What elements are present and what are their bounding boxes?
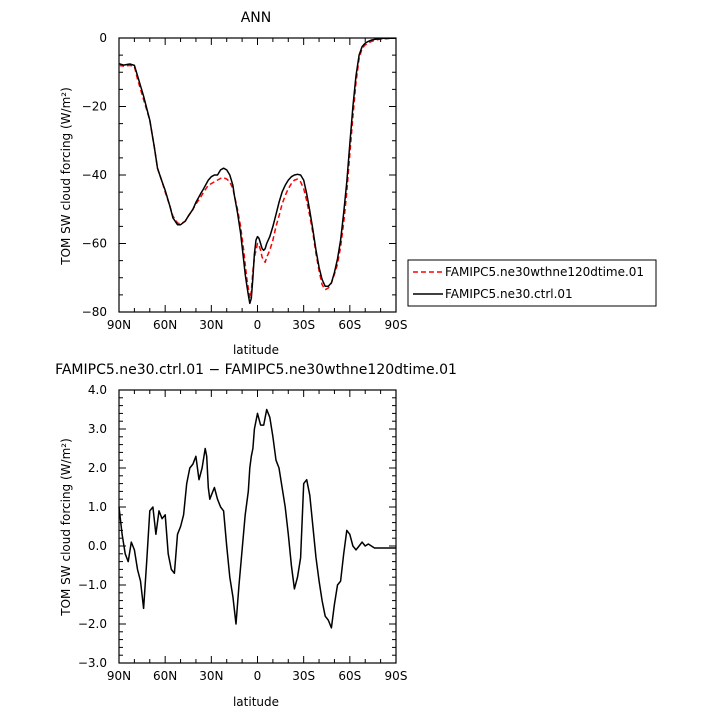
legend-box [407,259,657,307]
bottom-xtick-label-6: 90S [385,669,408,683]
bottom-plot-frame [118,389,397,664]
bottom-xtick-label-1: 60N [153,669,177,683]
top-series-line-0 [118,37,396,300]
top-xtick-label-5: 60S [338,318,361,332]
top-ytick-label-2: −40 [82,168,107,182]
bottom-xtick-label-0: 90N [107,669,131,683]
bottom-ytick-label-4: 0.0 [88,539,107,553]
bottom-ytick-label-3: 1.0 [88,500,107,514]
top-ytick-label-0: 0 [99,31,107,45]
bottom-ytick-label-6: −2.0 [78,617,107,631]
top-series-line-1 [118,37,396,305]
bottom-series-line-0 [118,408,396,629]
top-ytick-label-1: −20 [82,100,107,114]
top-xtick-label-1: 60N [153,318,177,332]
top-xtick-label-0: 90N [107,318,131,332]
top-xtick-label-2: 30N [199,318,223,332]
bottom-xtick-label-2: 30N [199,669,223,683]
top-xtick-label-4: 30S [292,318,315,332]
legend-label-0: FAMIPC5.ne30wthne120dtime.01 [445,265,644,279]
bottom-ytick-label-1: 3.0 [88,422,107,436]
bottom-ytick-label-5: −1.0 [78,578,107,592]
bottom-ytick-label-2: 2.0 [88,461,107,475]
bottom-ytick-label-0: 4.0 [88,383,107,397]
bottom-xtick-label-4: 30S [292,669,315,683]
bottom-xtick-label-5: 60S [338,669,361,683]
top-ylabel: TOM SW cloud forcing (W/m²) [59,87,73,266]
bottom-title: FAMIPC5.ne30.ctrl.01 − FAMIPC5.ne30wthne… [55,362,457,378]
top-ytick-label-4: −80 [82,305,107,319]
top-xtick-label-6: 90S [385,318,408,332]
legend-label-1: FAMIPC5.ne30.ctrl.01 [445,287,573,301]
top-xtick-label-3: 0 [254,318,262,332]
bottom-xtick-label-3: 0 [254,669,262,683]
top-xlabel: latitude [233,343,279,357]
top-ytick-label-3: −60 [82,237,107,251]
bottom-ylabel: TOM SW cloud forcing (W/m²) [59,438,73,617]
legend: FAMIPC5.ne30wthne120dtime.01 FAMIPC5.ne3… [407,259,657,307]
bottom-ytick-label-7: −3.0 [78,656,107,670]
bottom-xlabel: latitude [233,695,279,709]
top-title: ANN [241,10,272,26]
